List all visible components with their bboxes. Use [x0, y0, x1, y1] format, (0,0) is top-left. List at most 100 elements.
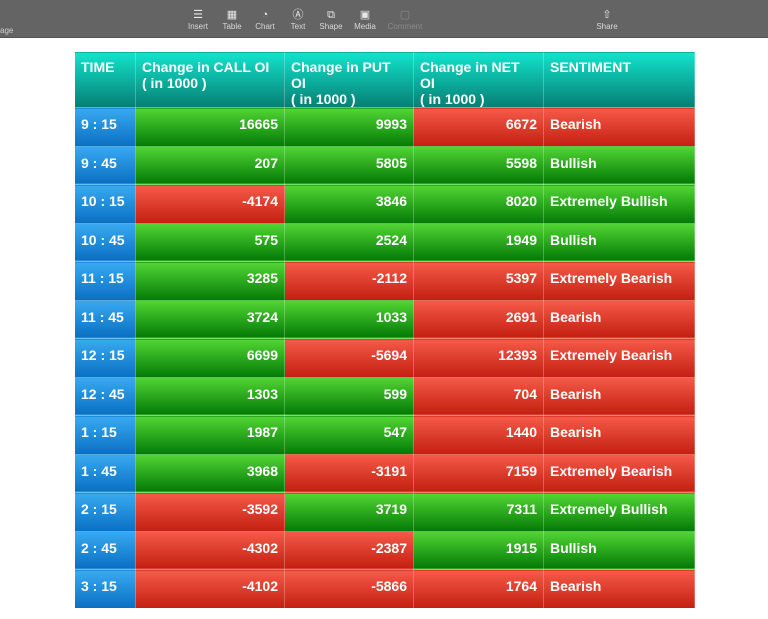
- time-cell: 12 : 15: [74, 338, 136, 378]
- time-cell: 9 : 45: [74, 145, 136, 185]
- table-row: 1 : 15 1987 547 1440 Bearish: [74, 415, 695, 455]
- call-oi-cell: -4302: [135, 530, 285, 570]
- table-button[interactable]: ▦ Table: [212, 8, 252, 31]
- sentiment-cell: Extremely Bullish: [543, 184, 695, 224]
- table-row: 9 : 15 16665 9993 6672 Bearish: [74, 107, 695, 147]
- put-oi-cell: -2387: [284, 530, 414, 570]
- header-net-oi: Change in NET OI ( in 1000 ): [413, 51, 544, 108]
- sentiment-cell: Extremely Bearish: [543, 453, 695, 493]
- net-oi-cell: 704: [413, 376, 544, 416]
- table-label: Table: [222, 22, 242, 31]
- comment-button[interactable]: ▢ Comment: [385, 8, 425, 31]
- toolbar: age ☰ Insert ▦ Table ◔ Chart Ⓐ Text ⧉ Shape ▣ Media…: [0, 0, 768, 38]
- put-oi-cell: 599: [284, 376, 414, 416]
- sentiment-cell: Bearish: [543, 299, 695, 339]
- put-oi-cell: 1033: [284, 299, 414, 339]
- table-row: 2 : 45 -4302 -2387 1915 Bullish: [74, 530, 695, 570]
- sentiment-cell: Extremely Bearish: [543, 338, 695, 378]
- table-row: 12 : 15 6699 -5694 12393 Extremely Beari…: [74, 338, 695, 378]
- put-oi-cell: -5866: [284, 569, 414, 609]
- call-oi-cell: 3285: [135, 261, 285, 301]
- call-oi-cell: 3968: [135, 453, 285, 493]
- time-cell: 9 : 15: [74, 107, 136, 147]
- table-row: 3 : 15 -4102 -5866 1764 Bearish: [74, 569, 695, 609]
- share-icon: ⇧: [602, 9, 612, 21]
- share-label: Share: [596, 22, 618, 31]
- call-oi-cell: 207: [135, 145, 285, 185]
- insert-label: Insert: [187, 22, 208, 31]
- shape-label: Shape: [319, 22, 343, 31]
- sentiment-cell: Extremely Bullish: [543, 492, 695, 532]
- insert-button[interactable]: ☰ Insert: [178, 8, 218, 31]
- call-oi-cell: 1303: [135, 376, 285, 416]
- call-oi-cell: 16665: [135, 107, 285, 147]
- header-call-oi: Change in CALL OI ( in 1000 ): [135, 51, 285, 108]
- table-row: 10 : 45 575 2524 1949 Bullish: [74, 222, 695, 262]
- media-label: Media: [354, 22, 376, 31]
- call-oi-cell: 3724: [135, 299, 285, 339]
- net-oi-cell: 1949: [413, 222, 544, 262]
- net-oi-cell: 8020: [413, 184, 544, 224]
- page-label: age: [0, 26, 14, 35]
- shape-button[interactable]: ⧉ Shape: [311, 8, 351, 31]
- time-cell: 3 : 15: [74, 569, 136, 609]
- table-icon: ▦: [226, 9, 238, 21]
- chart-icon: ◔: [261, 9, 269, 21]
- sentiment-cell: Extremely Bearish: [543, 261, 695, 301]
- put-oi-cell: 5805: [284, 145, 414, 185]
- net-oi-cell: 12393: [413, 338, 544, 378]
- time-cell: 11 : 15: [74, 261, 136, 301]
- sentiment-cell: Bearish: [543, 415, 695, 455]
- put-oi-cell: -5694: [284, 338, 414, 378]
- time-cell: 1 : 15: [74, 415, 136, 455]
- net-oi-cell: 2691: [413, 299, 544, 339]
- time-cell: 2 : 45: [74, 530, 136, 570]
- net-oi-cell: 1764: [413, 569, 544, 609]
- comment-icon: ▢: [399, 9, 411, 21]
- chart-button[interactable]: ◔ Chart: [245, 8, 285, 31]
- header-time: TIME: [74, 51, 136, 108]
- time-cell: 2 : 15: [74, 492, 136, 532]
- media-icon: ▣: [359, 9, 371, 21]
- time-cell: 1 : 45: [74, 453, 136, 493]
- share-button[interactable]: ⇧ Share: [587, 8, 627, 31]
- put-oi-cell: 9993: [284, 107, 414, 147]
- net-oi-cell: 5598: [413, 145, 544, 185]
- table-row: 12 : 45 1303 599 704 Bearish: [74, 376, 695, 416]
- put-oi-cell: 3846: [284, 184, 414, 224]
- net-oi-cell: 7159: [413, 453, 544, 493]
- net-oi-cell: 7311: [413, 492, 544, 532]
- put-oi-cell: 3719: [284, 492, 414, 532]
- put-oi-cell: 2524: [284, 222, 414, 262]
- text-icon: Ⓐ: [292, 9, 304, 21]
- sentiment-cell: Bullish: [543, 530, 695, 570]
- call-oi-cell: 575: [135, 222, 285, 262]
- call-oi-cell: -3592: [135, 492, 285, 532]
- net-oi-cell: 5397: [413, 261, 544, 301]
- table-row: 10 : 15 -4174 3846 8020 Extremely Bullis…: [74, 184, 695, 224]
- shape-icon: ⧉: [327, 9, 335, 21]
- sentiment-cell: Bearish: [543, 376, 695, 416]
- header-sentiment: SENTIMENT: [543, 51, 695, 108]
- comment-label: Comment: [387, 22, 423, 31]
- call-oi-cell: 6699: [135, 338, 285, 378]
- sentiment-cell: Bullish: [543, 145, 695, 185]
- table-row: 2 : 15 -3592 3719 7311 Extremely Bullish: [74, 492, 695, 532]
- net-oi-cell: 1440: [413, 415, 544, 455]
- time-cell: 12 : 45: [74, 376, 136, 416]
- time-cell: 10 : 15: [74, 184, 136, 224]
- put-oi-cell: -2112: [284, 261, 414, 301]
- net-oi-cell: 6672: [413, 107, 544, 147]
- text-button[interactable]: Ⓐ Text: [278, 8, 318, 31]
- call-oi-cell: -4174: [135, 184, 285, 224]
- sentiment-cell: Bullish: [543, 222, 695, 262]
- text-label: Text: [290, 22, 306, 31]
- time-cell: 10 : 45: [74, 222, 136, 262]
- sentiment-cell: Bearish: [543, 569, 695, 609]
- time-cell: 11 : 45: [74, 299, 136, 339]
- table-row: 11 : 15 3285 -2112 5397 Extremely Bearis…: [74, 261, 695, 301]
- table-row: 1 : 45 3968 -3191 7159 Extremely Bearish: [74, 453, 695, 493]
- media-button[interactable]: ▣ Media: [345, 8, 385, 31]
- put-oi-cell: 547: [284, 415, 414, 455]
- net-oi-cell: 1915: [413, 530, 544, 570]
